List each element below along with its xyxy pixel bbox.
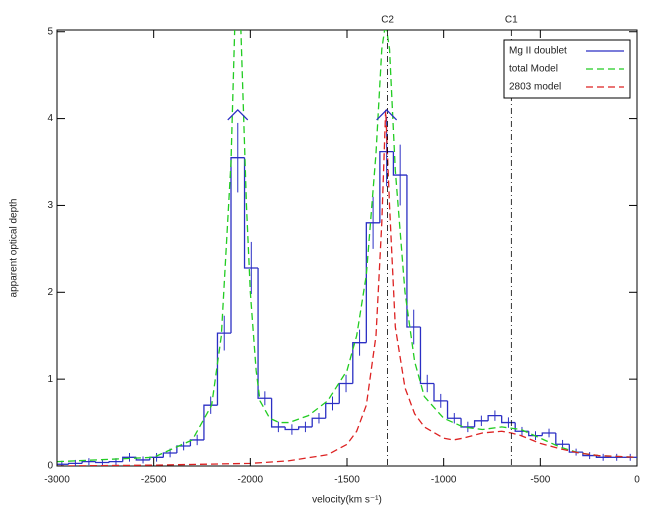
step-bin [67, 462, 83, 465]
y-tick-label: 2 [47, 287, 53, 298]
step-bin [555, 432, 570, 445]
step-bin [595, 455, 610, 458]
x-tick-label: -1000 [431, 475, 457, 486]
step-bin [419, 327, 434, 385]
plot-area [57, 30, 637, 466]
step-bin [501, 415, 516, 424]
component-label: C2 [381, 15, 394, 26]
step-bin [541, 432, 556, 436]
step-bin [352, 342, 367, 384]
step-bin [270, 398, 286, 428]
y-tick-label: 4 [47, 113, 53, 124]
step-bin [446, 400, 462, 419]
step-bin [311, 417, 326, 427]
step-bin [162, 452, 177, 458]
step-bin [122, 456, 137, 462]
x-tick-label: -1500 [334, 475, 360, 486]
step-bin [379, 150, 394, 223]
step-bin [433, 383, 448, 402]
step-bin [108, 461, 123, 463]
step-bin [230, 157, 245, 334]
legend-label: 2803 model [509, 82, 561, 93]
lower-limit-arrow [376, 108, 398, 121]
y-tick-label: 0 [47, 461, 53, 472]
x-tick-label: -3000 [44, 475, 70, 486]
step-bin [365, 222, 380, 343]
model-line [57, 30, 637, 463]
x-tick-label: -2500 [141, 475, 167, 486]
step-bin [284, 426, 299, 431]
y-tick-label: 5 [47, 26, 53, 37]
x-tick-label: 0 [634, 475, 640, 486]
x-tick-label: -2000 [238, 475, 264, 486]
step-bin [216, 332, 231, 406]
step-bin [487, 414, 502, 421]
legend-label: total Model [509, 64, 558, 75]
step-bin [176, 445, 191, 453]
step-bin [528, 431, 543, 437]
x-tick-label: -500 [530, 475, 550, 486]
step-bin [473, 420, 489, 427]
step-bin [406, 175, 421, 328]
legend-label: Mg II doublet [509, 46, 567, 57]
step-bin [243, 157, 259, 269]
lower-limit-arrow [227, 108, 249, 121]
model-line [57, 109, 637, 466]
step-bin [298, 426, 313, 430]
step-bin [257, 267, 272, 399]
y-tick-label: 1 [47, 374, 53, 385]
step-bin [203, 404, 218, 440]
x-axis-label: velocity(km s⁻¹) [312, 495, 382, 506]
step-bin [189, 439, 204, 447]
step-bin [338, 382, 353, 404]
step-bin [81, 461, 96, 464]
step-bin [460, 418, 475, 428]
y-tick-label: 3 [47, 200, 53, 211]
component-label: C1 [505, 15, 518, 26]
step-bin [325, 402, 340, 419]
step-bin [95, 461, 110, 464]
step-bin [392, 151, 407, 176]
y-axis-label: apparent optical depth [9, 199, 20, 298]
